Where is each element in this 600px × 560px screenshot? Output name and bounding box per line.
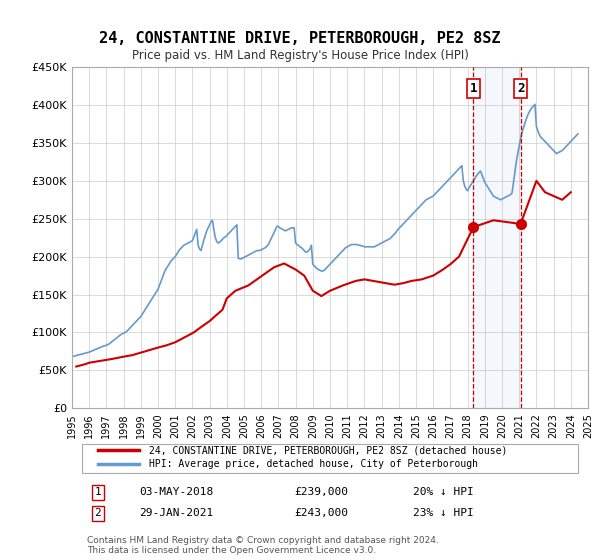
Text: Price paid vs. HM Land Registry's House Price Index (HPI): Price paid vs. HM Land Registry's House … [131,49,469,62]
Text: 1: 1 [470,82,477,95]
Text: Contains HM Land Registry data © Crown copyright and database right 2024.
This d: Contains HM Land Registry data © Crown c… [88,536,439,555]
Text: 23% ↓ HPI: 23% ↓ HPI [413,508,473,519]
Text: 2: 2 [94,508,101,519]
Text: £239,000: £239,000 [294,487,348,497]
Bar [473,67,521,408]
Text: 24, CONSTANTINE DRIVE, PETERBOROUGH, PE2 8SZ: 24, CONSTANTINE DRIVE, PETERBOROUGH, PE2… [99,31,501,46]
Text: 2: 2 [517,82,524,95]
Text: 20% ↓ HPI: 20% ↓ HPI [413,487,473,497]
FancyBboxPatch shape [82,444,578,473]
Text: £243,000: £243,000 [294,508,348,519]
Text: 03-MAY-2018: 03-MAY-2018 [139,487,214,497]
Text: HPI: Average price, detached house, City of Peterborough: HPI: Average price, detached house, City… [149,459,478,469]
Text: 29-JAN-2021: 29-JAN-2021 [139,508,214,519]
Text: 1: 1 [94,487,101,497]
Text: 24, CONSTANTINE DRIVE, PETERBOROUGH, PE2 8SZ (detached house): 24, CONSTANTINE DRIVE, PETERBOROUGH, PE2… [149,445,508,455]
